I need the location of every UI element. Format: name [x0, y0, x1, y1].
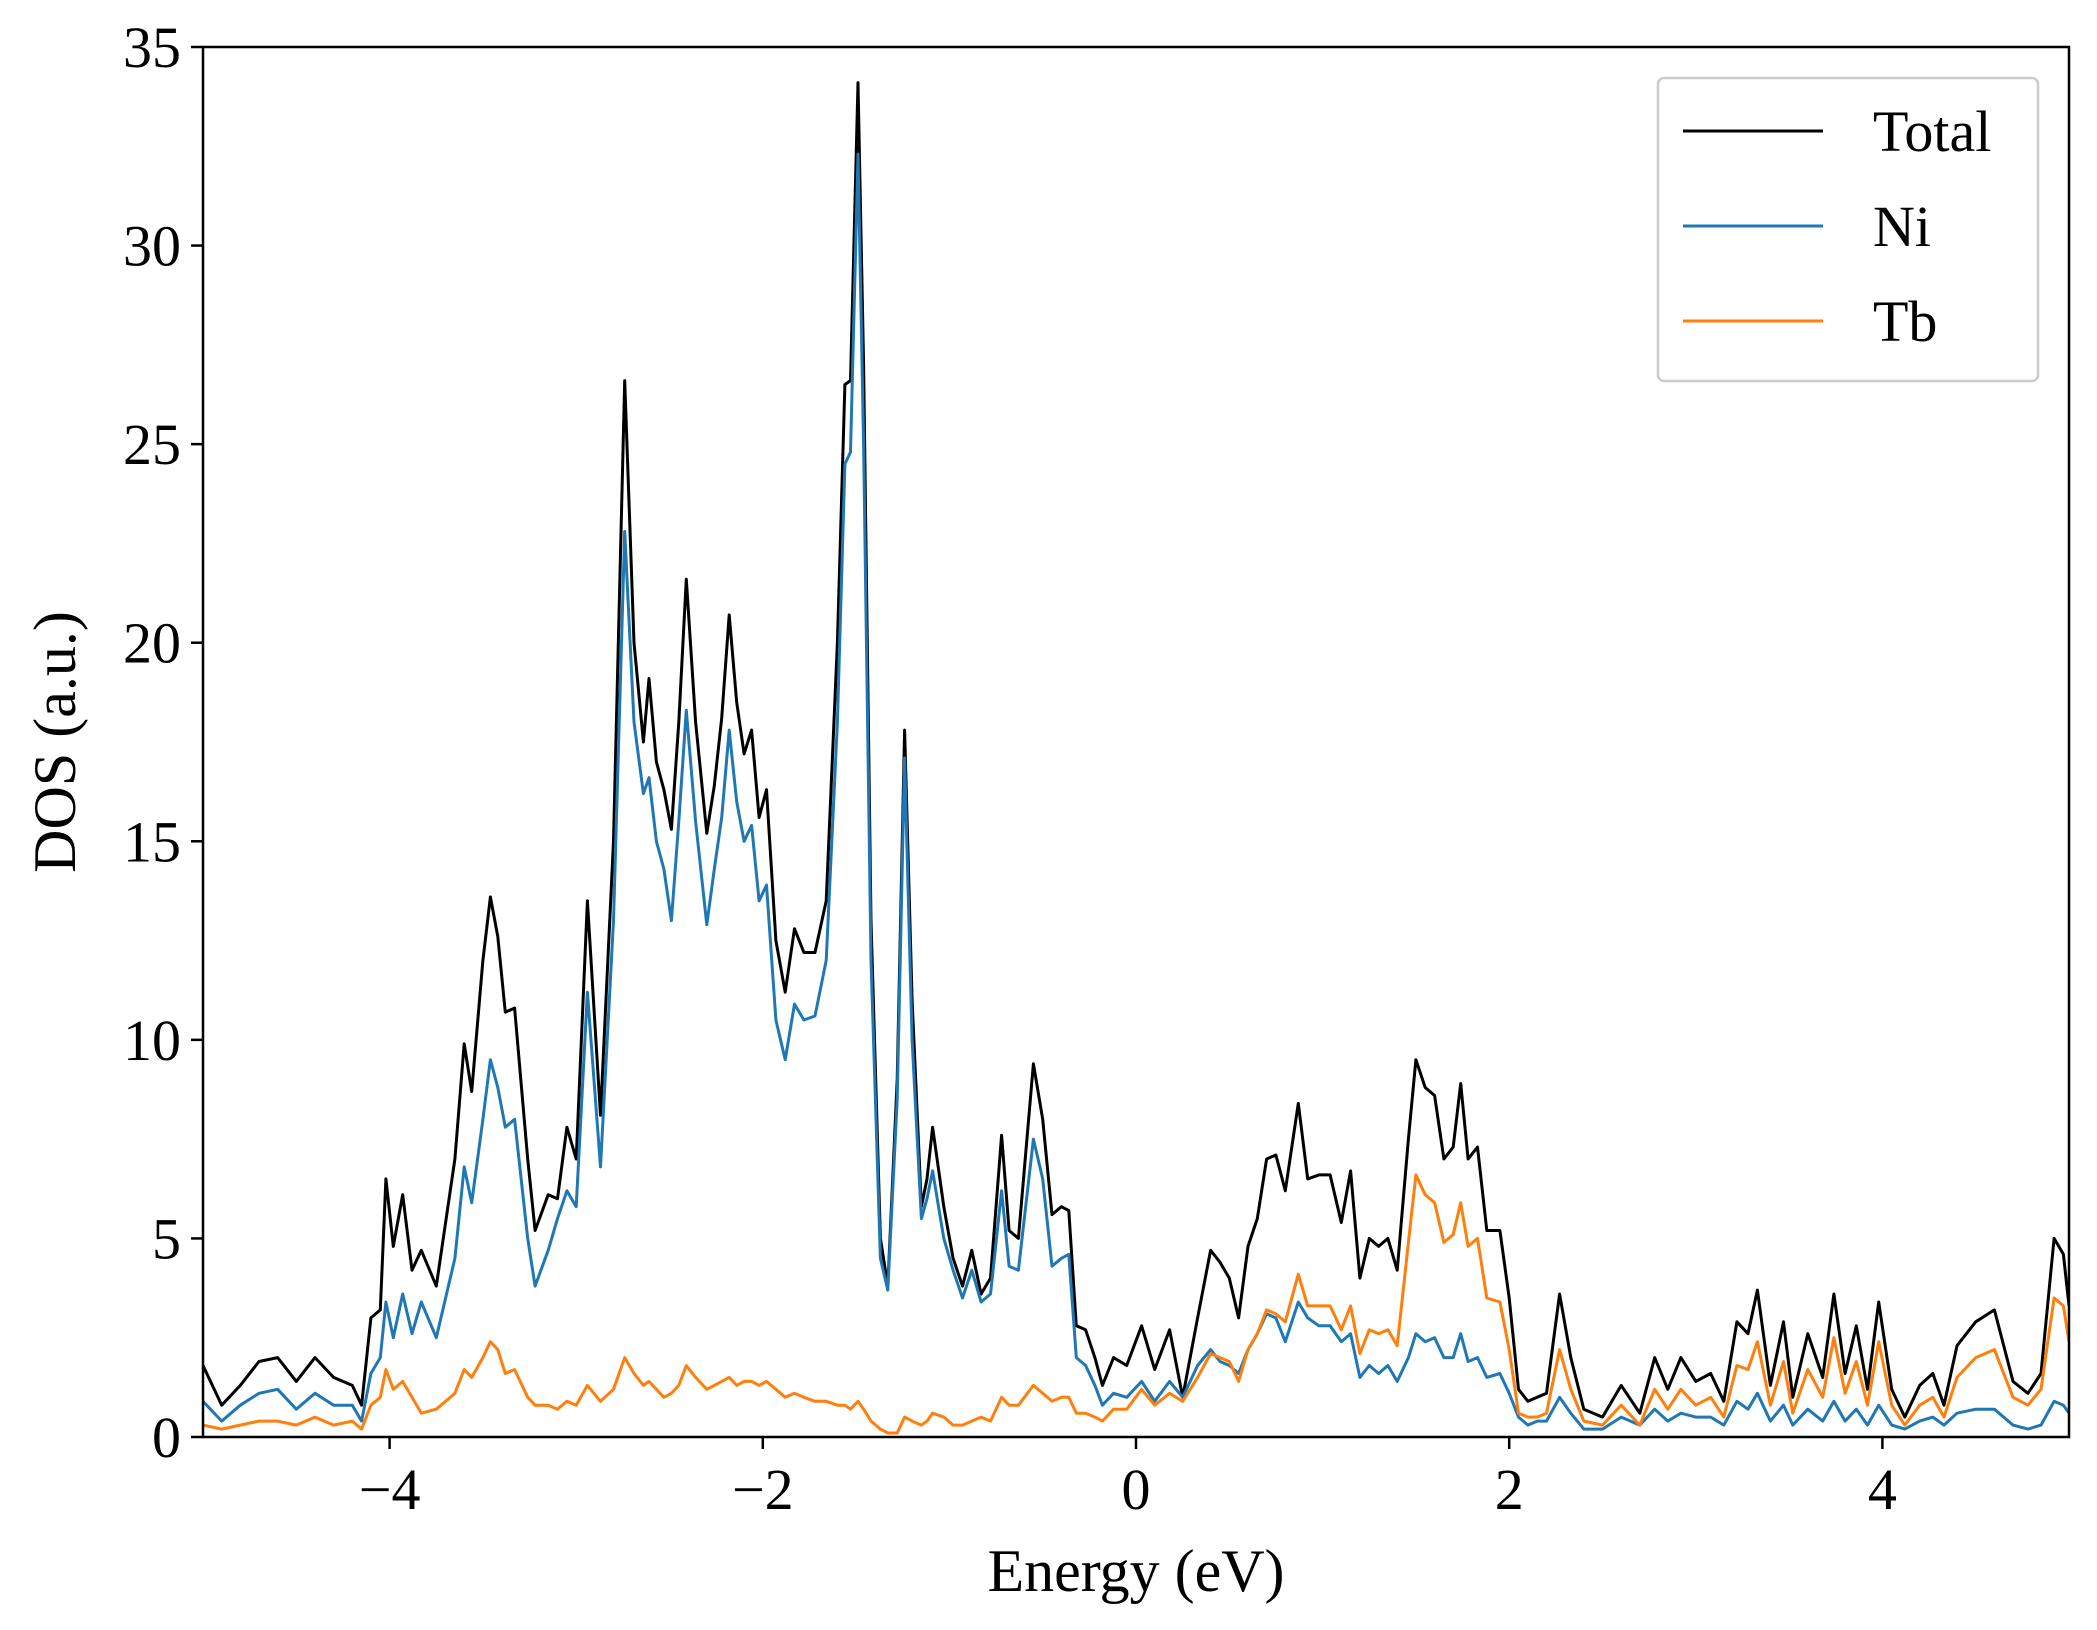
x-tick-label: −2 — [732, 1457, 794, 1522]
legend-label-total: Total — [1873, 99, 1991, 164]
x-axis-ticks: −4 −2 0 2 4 — [359, 1437, 1897, 1522]
y-tick-label: 35 — [123, 15, 181, 80]
y-tick-label: 10 — [123, 1008, 181, 1073]
y-tick-label: 5 — [152, 1206, 181, 1271]
series-layer — [203, 81, 2069, 1435]
series-line-ni — [203, 152, 2069, 1431]
y-tick-label: 15 — [123, 809, 181, 874]
series-line-tb — [203, 1173, 2069, 1435]
y-tick-label: 30 — [123, 214, 181, 279]
legend-box — [1656, 76, 2040, 383]
legend-label-tb: Tb — [1873, 289, 1937, 354]
x-tick-label: 0 — [1122, 1457, 1151, 1522]
y-axis-ticks: 0 5 10 15 20 25 30 35 — [123, 15, 203, 1470]
x-tick-label: −4 — [359, 1457, 421, 1522]
legend: Total Ni Tb — [1656, 76, 2040, 383]
x-tick-label: 2 — [1495, 1457, 1524, 1522]
y-tick-label: 20 — [123, 611, 181, 676]
legend-label-ni: Ni — [1873, 194, 1931, 259]
y-tick-label: 0 — [152, 1405, 181, 1470]
y-axis-label: DOS (a.u.) — [22, 611, 88, 873]
x-tick-label: 4 — [1868, 1457, 1897, 1522]
y-tick-label: 25 — [123, 412, 181, 477]
x-axis-label: Energy (eV) — [987, 1538, 1284, 1604]
series-line-total — [203, 81, 2069, 1419]
